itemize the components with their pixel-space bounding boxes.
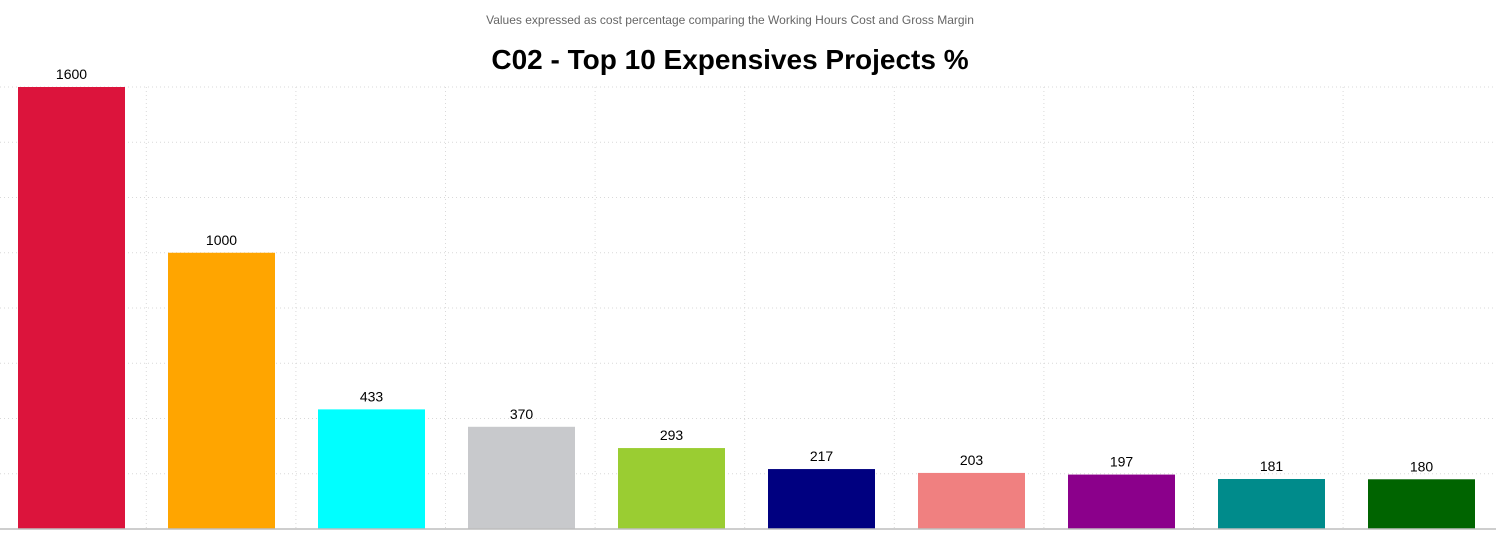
bar-6[interactable]: [768, 469, 875, 529]
data-label-3: 433: [360, 388, 384, 404]
bar-1[interactable]: [18, 87, 125, 529]
bars: [18, 87, 1475, 529]
bar-4[interactable]: [468, 426, 575, 529]
data-label-7: 203: [960, 452, 984, 468]
data-label-10: 180: [1410, 458, 1434, 474]
chart-title: C02 - Top 10 Expensives Projects %: [491, 44, 968, 75]
data-label-1: 1600: [56, 66, 87, 82]
data-labels: 1600 1000 433 370 293 217 203 197 181 180: [56, 66, 1433, 474]
chart-subtitle: Values expressed as cost percentage comp…: [486, 13, 974, 27]
bar-10[interactable]: [1368, 479, 1475, 529]
bar-8[interactable]: [1068, 474, 1175, 529]
bar-7[interactable]: [918, 472, 1025, 529]
bar-2[interactable]: [168, 252, 275, 529]
data-label-8: 197: [1110, 454, 1134, 470]
grid-lines: [0, 86, 1496, 529]
data-label-2: 1000: [206, 232, 237, 248]
bar-9[interactable]: [1218, 478, 1325, 529]
data-label-6: 217: [810, 448, 834, 464]
bar-3[interactable]: [318, 409, 425, 529]
bar-5[interactable]: [618, 448, 725, 529]
data-label-4: 370: [510, 406, 534, 422]
data-label-5: 293: [660, 427, 684, 443]
data-label-9: 181: [1260, 458, 1284, 474]
